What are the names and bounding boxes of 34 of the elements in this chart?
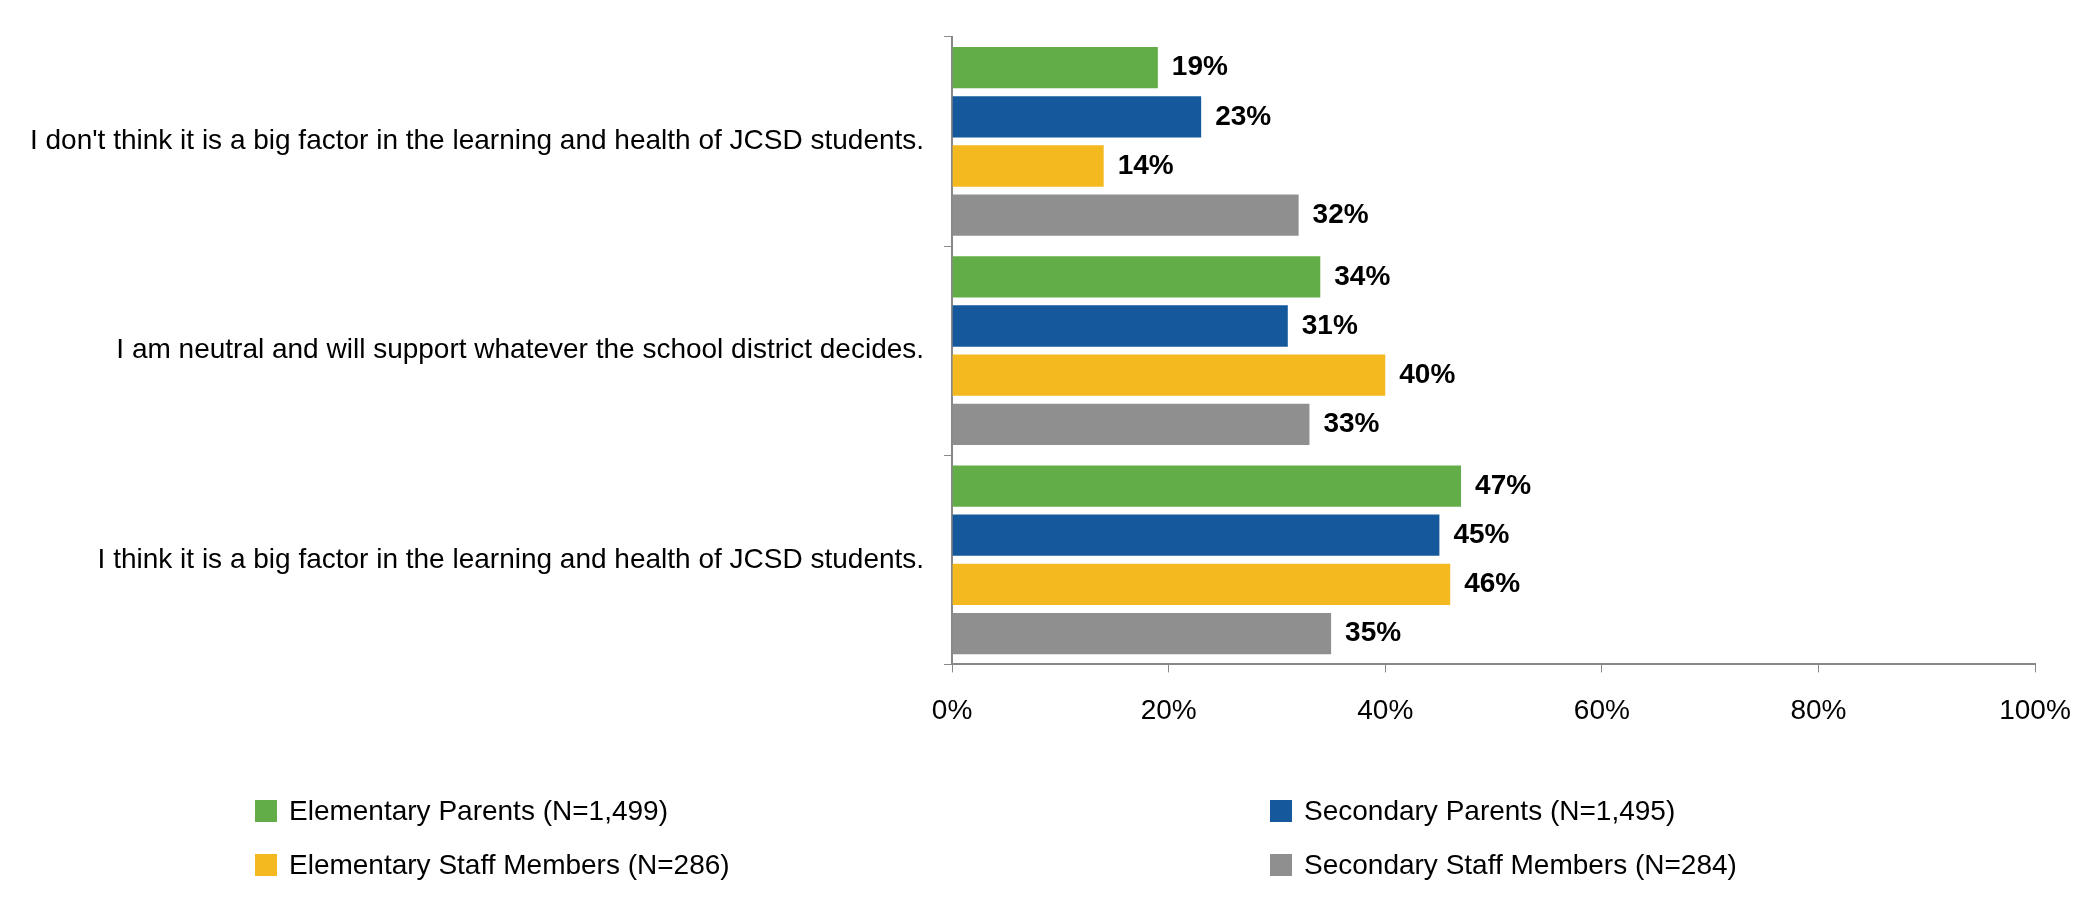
data-label: 14%	[1117, 148, 1174, 180]
legend-label: Elementary Staff Members (N=286)	[289, 849, 730, 881]
bar	[952, 465, 1462, 507]
bar	[952, 256, 1321, 298]
data-label: 47%	[1475, 468, 1532, 500]
y-tick-label: I think it is a big factor in the learning and health of JCSD students.	[97, 542, 925, 574]
bar	[952, 563, 1451, 606]
data-label: 46%	[1464, 567, 1521, 599]
legend-label: Secondary Parents (N=1,495)	[1304, 795, 1676, 827]
y-tick-label: I don't think it is a big factor in the learning and health of JCSD students.	[29, 124, 925, 156]
bar	[952, 354, 1386, 396]
data-label: 34%	[1334, 259, 1391, 291]
data-label: 35%	[1345, 616, 1402, 648]
bar	[952, 305, 1288, 347]
x-tick-label: 40%	[1357, 693, 1414, 725]
x-tick-label: 80%	[1790, 693, 1847, 725]
data-label: 19%	[1171, 50, 1228, 82]
data-label: 45%	[1453, 517, 1510, 549]
data-label: 32%	[1312, 197, 1369, 229]
x-tick-label: 0%	[931, 693, 973, 725]
bar	[952, 145, 1104, 187]
data-label: 31%	[1301, 308, 1358, 340]
x-tick-label: 60%	[1573, 693, 1630, 725]
bar	[952, 47, 1158, 89]
legend-label: Secondary Staff Members (N=284)	[1304, 849, 1737, 881]
x-tick-label: 100%	[1999, 693, 2071, 725]
data-label: 40%	[1399, 357, 1456, 389]
x-tick-label: 20%	[1140, 693, 1197, 725]
data-label: 33%	[1323, 407, 1380, 439]
bar	[952, 96, 1202, 138]
bar	[952, 514, 1440, 556]
legend-label: Elementary Parents (N=1,499)	[289, 795, 668, 827]
data-label: 23%	[1215, 99, 1272, 131]
y-tick-label: I am neutral and will support whatever the school district decides.	[116, 333, 925, 365]
